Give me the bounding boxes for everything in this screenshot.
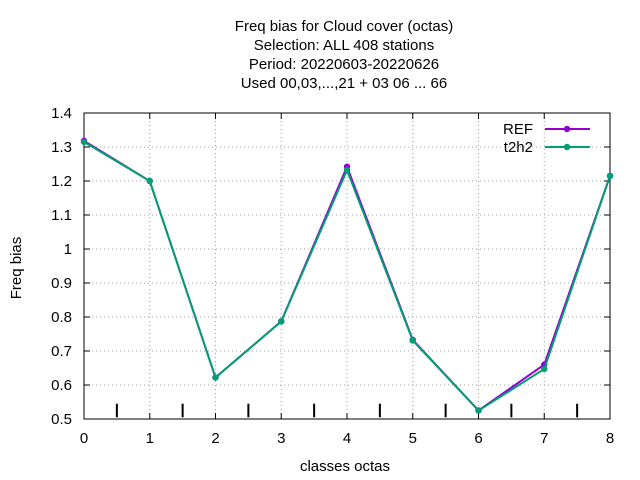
class-marker-ticks	[115, 403, 579, 418]
x-tick-label: 2	[211, 430, 219, 447]
legend-label: REF	[503, 121, 533, 138]
title-line: Used 00,03,...,21 + 03 06 ... 66	[241, 75, 447, 92]
x-tick-label: 1	[146, 430, 154, 447]
x-tick-label: 6	[474, 430, 482, 447]
data-point	[146, 177, 153, 185]
x-tick-label: 0	[80, 430, 88, 447]
title-line: Freq bias for Cloud cover (octas)	[235, 18, 453, 35]
series-lines	[80, 137, 614, 414]
data-point	[80, 138, 88, 146]
y-tick-label: 0.9	[51, 275, 72, 292]
series-line	[83, 141, 611, 412]
x-tick-label: 4	[343, 430, 351, 447]
grid	[84, 113, 610, 419]
chart-title: Freq bias for Cloud cover (octas) Selecti…	[235, 18, 453, 92]
data-point	[343, 166, 351, 174]
y-tick-label: 1	[64, 241, 72, 258]
y-tick-label: 1.4	[51, 105, 72, 122]
data-point	[475, 407, 482, 414]
y-tick-label: 0.5	[51, 411, 72, 428]
legend-marker	[563, 125, 571, 133]
x-axis-label: classes octas	[300, 458, 390, 475]
title-line: Selection: ALL 408 stations	[254, 37, 434, 54]
legend-marker	[563, 143, 571, 151]
x-tick-label: 3	[277, 430, 285, 447]
data-point	[541, 365, 548, 373]
y-tick-label: 1.1	[51, 207, 72, 224]
y-tick-label: 1.3	[51, 139, 72, 156]
series-t2h2	[80, 138, 614, 414]
y-tick-label: 0.6	[51, 377, 72, 394]
legend-label: t2h2	[504, 139, 533, 156]
data-point	[606, 172, 614, 180]
x-tick-label: 5	[409, 430, 417, 447]
x-tick-label: 7	[540, 430, 548, 447]
title-line: Period: 20220603-20220626	[249, 56, 439, 73]
y-tick-label: 0.8	[51, 309, 72, 326]
y-tick-label: 0.7	[51, 343, 72, 360]
data-point	[278, 318, 285, 325]
y-axis-label: Freq bias	[8, 237, 25, 300]
series-ref	[80, 137, 614, 414]
y-tick-labels: 0.5 0.6 0.7 0.8 0.9 1 1.1 1.2 1.3 1.4	[51, 105, 72, 428]
x-tick-label: 8	[606, 430, 614, 447]
y-tick-label: 1.2	[51, 173, 72, 190]
x-tick-labels: 0 1 2 3 4 5 6 7 8	[80, 430, 614, 447]
data-point	[409, 337, 416, 344]
axis-ticks	[83, 112, 611, 420]
data-point	[212, 374, 219, 381]
